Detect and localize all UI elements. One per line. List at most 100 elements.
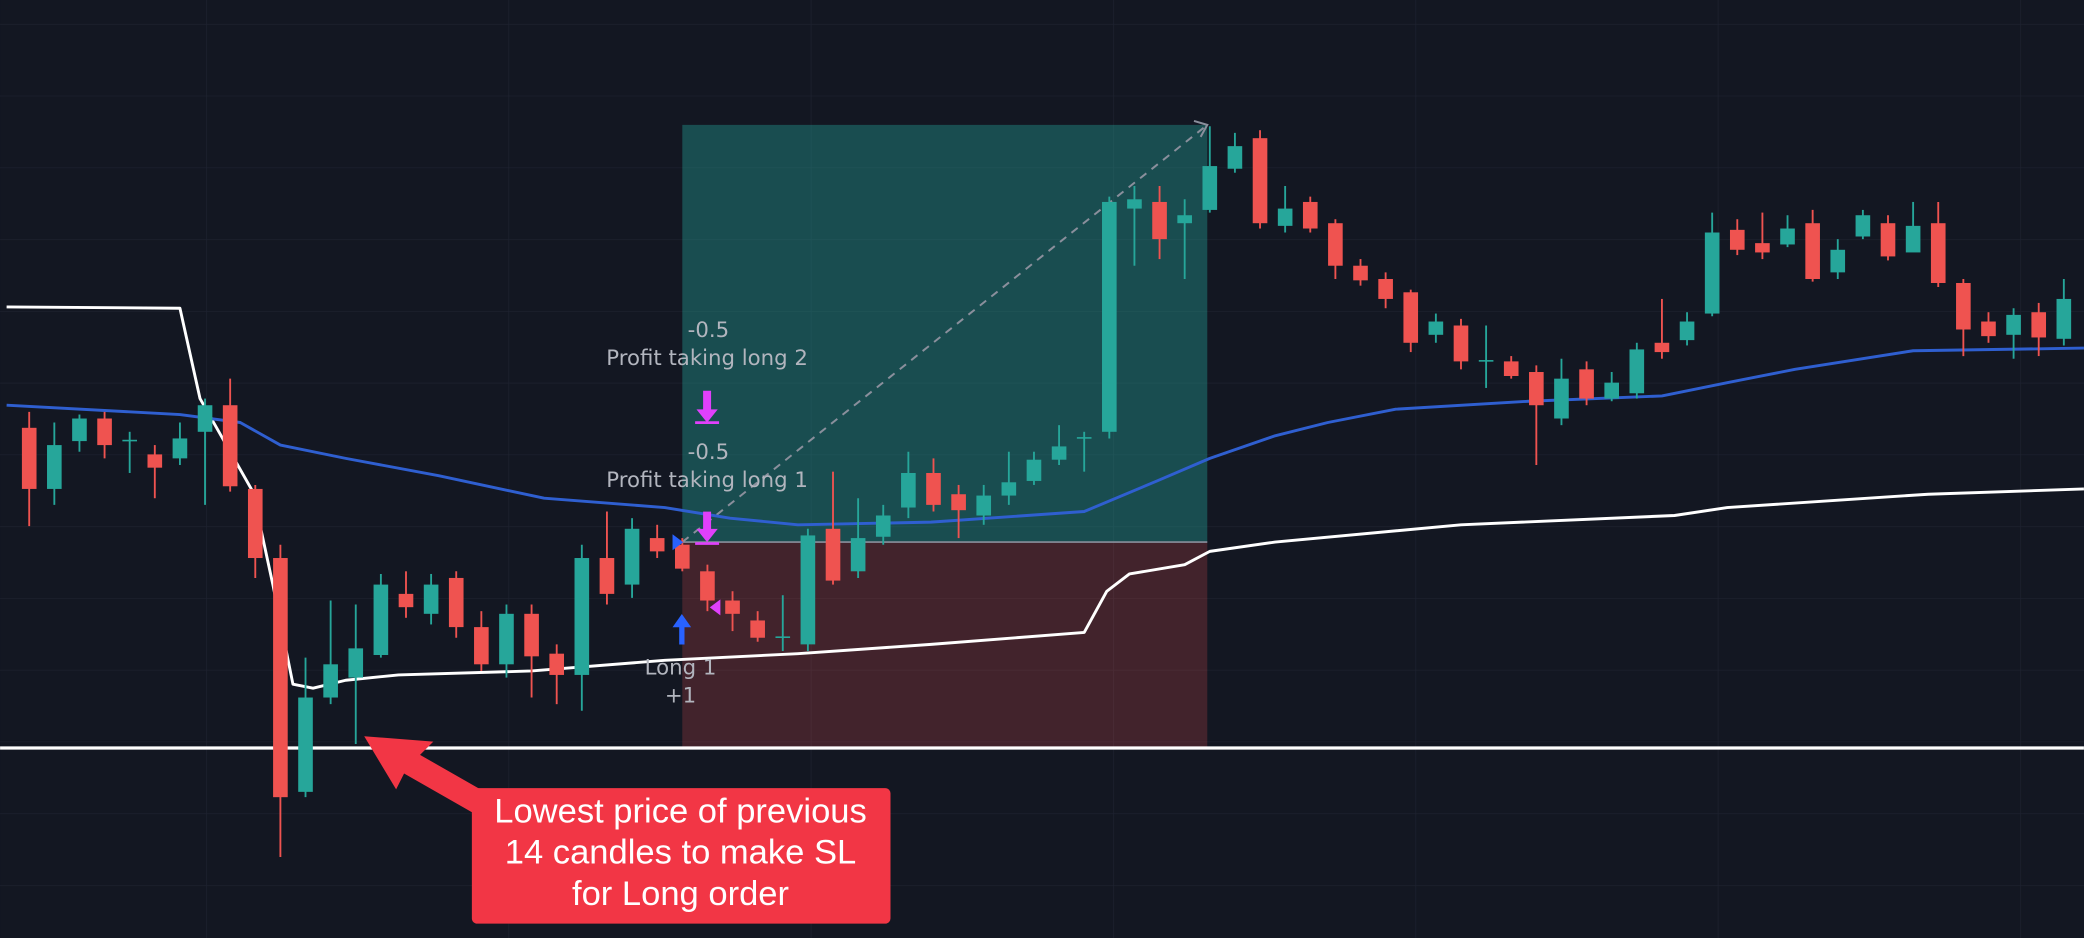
exit-marker bbox=[709, 599, 721, 616]
callout-arrow bbox=[364, 736, 495, 816]
candle-body bbox=[1026, 459, 1042, 481]
candle-body bbox=[1378, 279, 1393, 299]
candle-body bbox=[800, 535, 816, 645]
candle-body bbox=[47, 445, 62, 489]
entry-label: Long 1 bbox=[645, 655, 717, 680]
candle-body bbox=[21, 427, 37, 489]
callout-line: for Long order bbox=[572, 875, 789, 913]
candle-body bbox=[1252, 138, 1268, 224]
entry-qty: +1 bbox=[665, 683, 696, 708]
callout-line: Lowest price of previous bbox=[494, 792, 867, 830]
tp2-label: Profit taking long 2 bbox=[606, 346, 808, 371]
candle-body bbox=[2056, 298, 2072, 339]
candle-body bbox=[423, 584, 439, 614]
candle-body bbox=[700, 571, 715, 601]
candle-body bbox=[1127, 199, 1142, 209]
candle-body bbox=[1453, 325, 1469, 362]
candle-body bbox=[1001, 482, 1017, 496]
tp1-arrow bbox=[696, 511, 718, 543]
candle-body bbox=[1328, 223, 1343, 266]
indicator-line bbox=[6, 346, 2084, 527]
candle-body bbox=[524, 613, 539, 657]
candle-body bbox=[2031, 312, 2047, 338]
candle-body bbox=[1780, 228, 1795, 245]
tp1-label: Profit taking long 1 bbox=[606, 468, 808, 493]
candle-body bbox=[1604, 382, 1620, 399]
candle-body bbox=[1202, 166, 1218, 210]
candle-body bbox=[1880, 223, 1896, 257]
candle-body bbox=[197, 405, 213, 432]
candle-body bbox=[825, 528, 841, 581]
candle-body bbox=[172, 438, 188, 459]
candle-body bbox=[926, 472, 941, 505]
candle-body bbox=[1679, 321, 1695, 341]
indicator-line bbox=[6, 305, 2084, 690]
tp2-qty: -0.5 bbox=[688, 318, 729, 343]
candle-body bbox=[1277, 208, 1293, 226]
candle-body bbox=[1704, 232, 1720, 314]
candle-body bbox=[1529, 372, 1544, 406]
candle-body bbox=[247, 488, 263, 559]
candle-body bbox=[222, 405, 238, 487]
candle-body bbox=[1729, 229, 1745, 250]
entry-marker bbox=[672, 534, 684, 551]
candle-body bbox=[147, 454, 163, 468]
candle-body bbox=[1076, 437, 1092, 439]
candle-body bbox=[72, 418, 87, 442]
candle-body bbox=[750, 620, 765, 638]
candle-body bbox=[1051, 446, 1067, 460]
candle-body bbox=[649, 538, 665, 552]
candle-body bbox=[624, 528, 640, 585]
candle-body bbox=[1654, 342, 1670, 353]
candle-body bbox=[951, 494, 966, 511]
candle-body bbox=[574, 558, 590, 675]
candle-body bbox=[1102, 201, 1117, 432]
candle-body bbox=[348, 648, 364, 678]
candle-body bbox=[398, 593, 414, 608]
candle-body bbox=[875, 515, 891, 537]
candle-body bbox=[599, 558, 615, 594]
candle-body bbox=[1805, 223, 1820, 280]
candle-body bbox=[901, 472, 916, 508]
candle-body bbox=[1152, 201, 1167, 240]
callout-line: 14 candles to make SL bbox=[505, 834, 856, 872]
candle-body bbox=[725, 600, 740, 614]
candle-body bbox=[2006, 314, 2021, 335]
candle-body bbox=[1579, 369, 1594, 399]
candle-body bbox=[1629, 349, 1645, 394]
candle-body bbox=[122, 439, 137, 442]
candle-body bbox=[1905, 225, 1921, 253]
tp1-qty: -0.5 bbox=[688, 440, 729, 465]
tp2-arrow bbox=[696, 390, 718, 423]
candle-body bbox=[323, 664, 338, 698]
loss-zone bbox=[682, 542, 1208, 749]
candle-body bbox=[775, 636, 791, 638]
candle-body bbox=[1302, 201, 1318, 229]
candle-body bbox=[499, 613, 514, 665]
candle-body bbox=[1227, 146, 1243, 169]
candle-body bbox=[448, 577, 464, 628]
candle-body bbox=[1830, 249, 1846, 273]
candle-body bbox=[1981, 321, 1996, 337]
target-arrowhead bbox=[1193, 119, 1209, 138]
candle-body bbox=[1177, 215, 1192, 224]
candle-body bbox=[1403, 292, 1419, 343]
candle-body bbox=[549, 653, 565, 675]
candle-body bbox=[1478, 360, 1494, 362]
candle-body bbox=[1855, 215, 1871, 237]
candle-body bbox=[298, 697, 313, 792]
long-arrow bbox=[672, 613, 692, 645]
candle-body bbox=[1554, 378, 1569, 419]
candle-body bbox=[1956, 282, 1971, 330]
candle-body bbox=[1503, 361, 1519, 376]
target-path bbox=[681, 124, 1208, 543]
candle-body bbox=[373, 584, 389, 656]
candle-body bbox=[674, 544, 690, 569]
candle-body bbox=[976, 495, 992, 516]
candle-body bbox=[1930, 223, 1946, 283]
candle-body bbox=[1755, 243, 1770, 253]
candle-body bbox=[850, 538, 866, 572]
